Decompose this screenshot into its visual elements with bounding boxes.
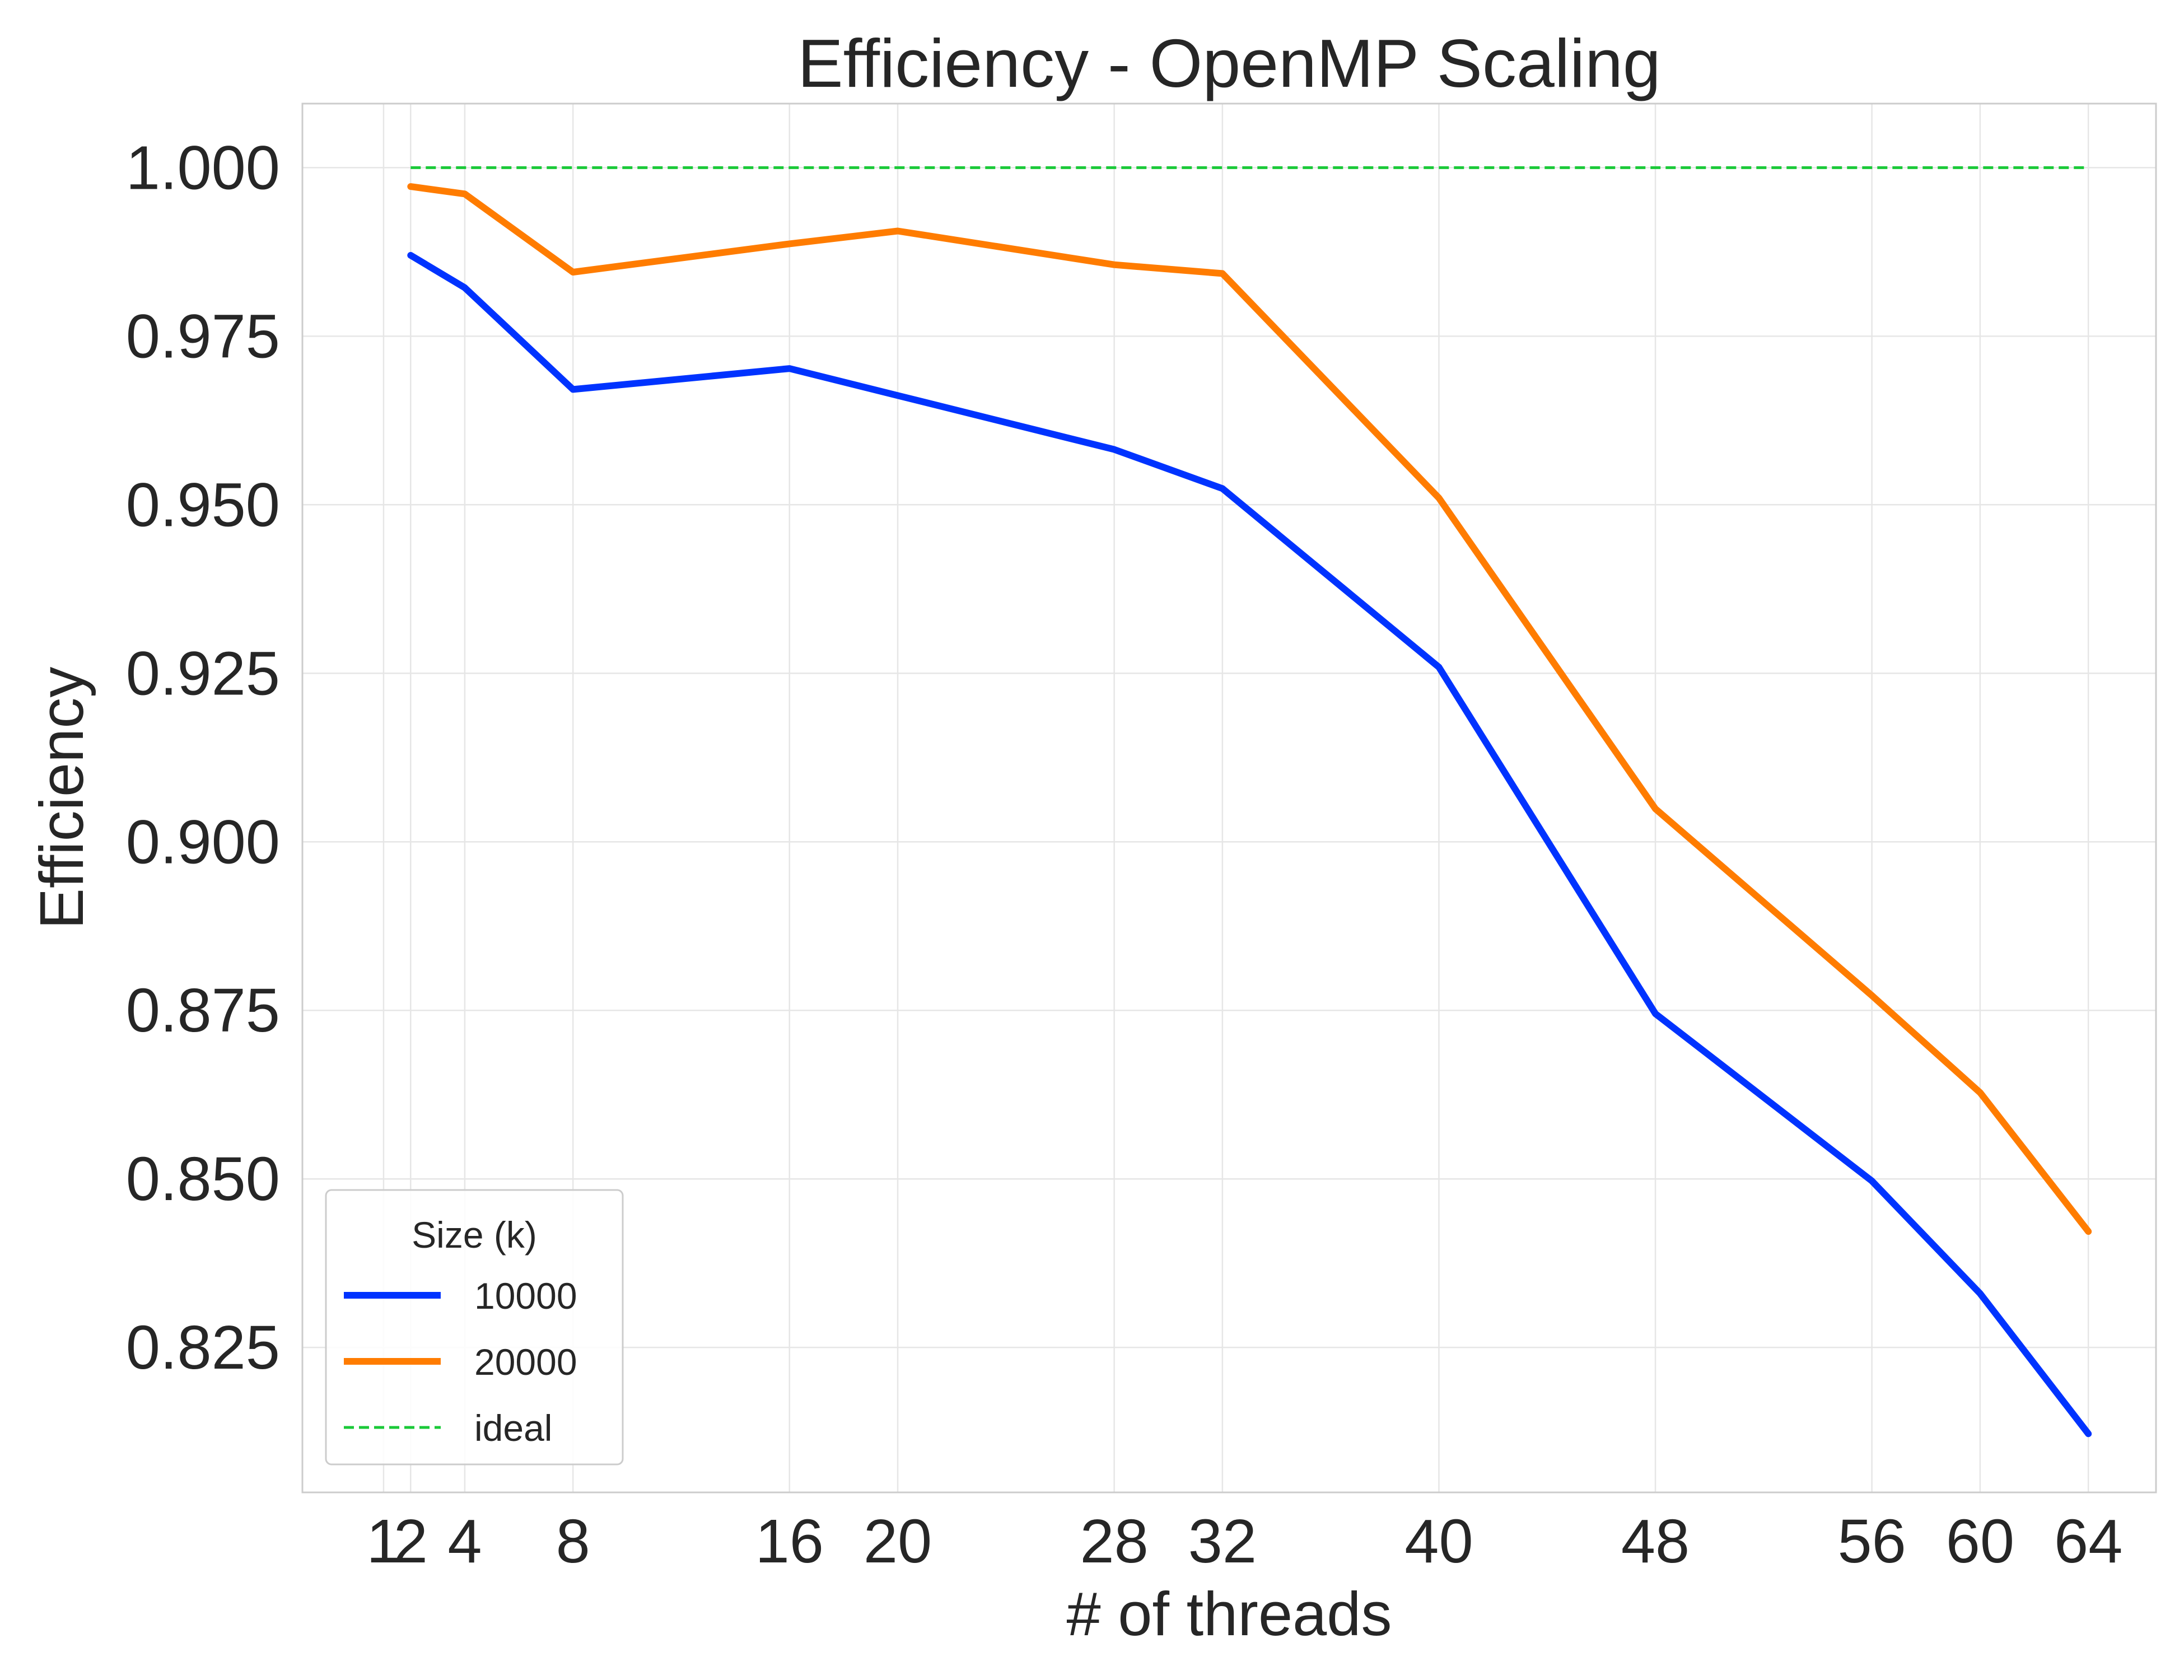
series-layer [407,166,2092,1438]
legend-entries: 10000 20000 ideal [344,1275,577,1449]
x-tick-label: 48 [1621,1507,1690,1576]
x-tick-label: 1 [366,1507,400,1576]
legend-box [325,1189,624,1466]
x-tick-label: 60 [1946,1507,2014,1576]
y-tick-label: 0.875 [126,976,280,1045]
y-tick-label: 0.900 [126,808,280,876]
y-tick-label: 0.925 [126,639,280,708]
y-tick-label: 0.950 [126,470,280,539]
chart-title: Efficiency - OpenMP Scaling [797,25,1661,101]
grid-layer [302,104,2156,1492]
x-tick-label: 20 [864,1507,932,1576]
series-line-20000 [407,183,2092,1235]
legend-label: 20000 [474,1341,577,1383]
y-tick-label: 0.850 [126,1145,280,1214]
axes-frame [301,102,2157,1494]
series-line-10000 [407,251,2092,1438]
x-tick-label: 16 [755,1507,824,1576]
legend: Size (k) 10000 20000 ideal [325,1189,624,1466]
y-tick-label: 1.000 [126,133,280,202]
x-tick-labels: 12 4 8 16 20 28 32 40 48 56 60 64 [366,1507,2122,1576]
y-tick-label: 0.825 [126,1313,280,1382]
y-tick-label: 0.975 [126,302,280,371]
legend-label: 10000 [474,1275,577,1317]
x-tick-label: 8 [556,1507,590,1576]
x-tick-label: 4 [447,1507,482,1576]
x-tick-label: 64 [2054,1507,2122,1576]
x-tick-label: 2 [394,1507,428,1576]
legend-label: ideal [474,1407,552,1449]
x-tick-label: 28 [1080,1507,1148,1576]
x-tick-label: 32 [1188,1507,1257,1576]
y-tick-labels: 0.825 0.850 0.875 0.900 0.925 0.950 0.975 1.000 [126,133,280,1382]
legend-title: Size (k) [412,1214,537,1256]
x-tick-label: 56 [1837,1507,1906,1576]
y-axis-label: Efficiency [27,667,96,930]
x-axis-label: # of threads [1067,1580,1392,1649]
x-tick-label: 40 [1404,1507,1473,1576]
